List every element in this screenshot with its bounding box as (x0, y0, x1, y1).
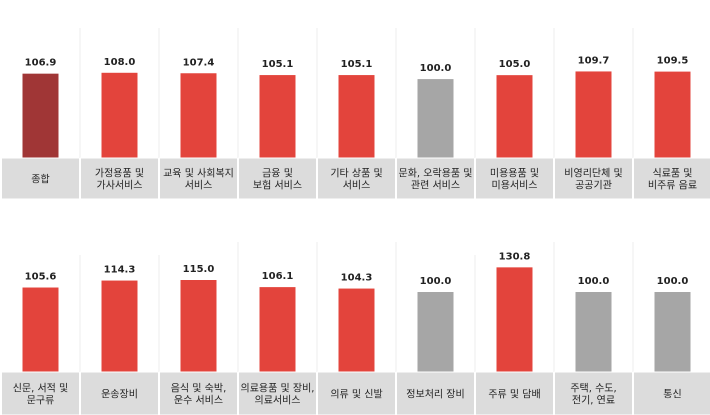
category-box (475, 371, 554, 415)
bar (101, 280, 138, 372)
bar (180, 73, 217, 158)
value-label: 100.0 (657, 276, 689, 287)
value-label: 114.3 (104, 265, 136, 276)
bar (338, 288, 375, 372)
value-label: 104.3 (341, 273, 373, 284)
category-label: 문화, 오락용품 및 관련 서비스 (399, 168, 473, 192)
category-box (396, 157, 475, 200)
value-label: 107.4 (183, 57, 215, 68)
category-box (317, 157, 396, 200)
value-label: 100.0 (578, 276, 610, 287)
category-box (80, 371, 159, 415)
value-label: 108.0 (104, 57, 136, 68)
bar (496, 75, 533, 158)
value-label: 100.0 (420, 276, 452, 287)
category-label: 통신 (663, 389, 681, 401)
category-label: 정보처리 장비 (406, 389, 464, 401)
category-box (554, 157, 633, 200)
value-label: 100.0 (420, 63, 452, 74)
bar (180, 280, 217, 372)
bar (101, 72, 138, 158)
category-label: 가정용품 및 가사서비스 (95, 168, 144, 192)
category-label: 의료용품 및 장비, 의료서비스 (241, 383, 315, 407)
category-label: 신문, 서적 및 문구류 (13, 383, 69, 407)
value-label: 105.0 (499, 59, 531, 70)
chart-panel-1: 106.9 종합 108.0 가정용품 및 가사서비스 107.4 교육 및 사회복지 서비스… (1, 28, 710, 200)
category-box (633, 371, 710, 415)
value-label: 105.1 (262, 59, 294, 70)
category-label: 종합 (31, 174, 49, 186)
category-label: 미용용품 및 미용서비스 (490, 168, 539, 192)
category-box (159, 371, 238, 415)
category-label: 주류 및 담배 (488, 389, 540, 401)
chart-panel-2: 105.6 신문, 서적 및 문구류 114.3 운송장비 115.0 음식 및 숙박, 운수… (1, 242, 710, 415)
value-label: 115.0 (183, 264, 215, 275)
category-label: 기타 상품 및 서비스 (330, 168, 382, 192)
bar (22, 287, 59, 372)
bar (575, 71, 612, 158)
value-label: 105.6 (25, 272, 57, 283)
category-box (396, 371, 475, 415)
category-box (1, 157, 80, 200)
category-box (1, 371, 80, 415)
bar (22, 73, 59, 158)
category-label: 금융 및 보험 서비스 (253, 168, 302, 192)
value-label: 109.5 (657, 56, 689, 67)
category-label: 운송장비 (101, 389, 138, 401)
value-label: 109.7 (578, 55, 610, 66)
value-label: 105.1 (341, 59, 373, 70)
category-label: 식료품 및 비주류 음료 (648, 168, 697, 192)
bar (259, 287, 296, 372)
bar (496, 267, 533, 372)
bar (417, 292, 454, 372)
value-label: 106.9 (25, 58, 57, 69)
bar (654, 71, 691, 158)
bar (338, 75, 375, 158)
category-box (633, 157, 710, 200)
bar (259, 75, 296, 158)
category-label: 의류 및 신발 (330, 389, 382, 401)
value-label: 130.8 (499, 251, 531, 262)
bar (417, 79, 454, 158)
category-box (238, 157, 317, 200)
category-label: 교육 및 사회복지 서비스 (163, 168, 234, 192)
category-box (554, 371, 633, 415)
bar (654, 292, 691, 372)
category-box (475, 157, 554, 200)
category-box (238, 371, 317, 415)
bar (575, 292, 612, 372)
value-label: 106.1 (262, 271, 294, 282)
category-label: 음식 및 숙박, 운수 서비스 (171, 383, 227, 407)
category-box (80, 157, 159, 200)
category-box (159, 157, 238, 200)
category-label: 주택, 수도, 전기, 연료 (570, 383, 616, 407)
category-label: 비영리단체 및 공공기관 (564, 168, 622, 192)
category-box (317, 371, 396, 415)
